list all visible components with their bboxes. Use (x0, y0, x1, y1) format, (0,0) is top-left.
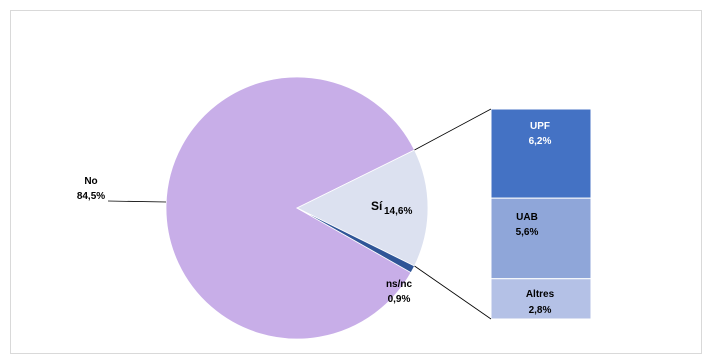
bar-value-altres: 2,8% (529, 305, 552, 316)
slice-value-nsnc: 0,9% (388, 294, 411, 305)
connector-line-top (414, 108, 492, 151)
breakdown-bar (490, 108, 592, 320)
bar-label-upf: UPF (530, 121, 550, 132)
slice-value-no: 84,5% (77, 191, 105, 202)
leader-lines (107, 108, 492, 320)
bar-segment-uab (490, 197, 592, 280)
chart-frame (10, 10, 702, 354)
slice-label-nsnc: ns/nc (386, 279, 413, 290)
pie-slice-nsnc (296, 207, 415, 274)
bar-segment-upf (490, 108, 592, 199)
pie (165, 76, 429, 340)
bar-label-uab: UAB (516, 212, 538, 223)
slice-value-si: 14,6% (384, 206, 412, 217)
slice-label-si: Sí (371, 199, 383, 213)
bar-label-altres: Altres (526, 289, 555, 300)
connector-line-bottom (414, 265, 492, 320)
bar-value-upf: 6,2% (529, 136, 552, 147)
bar-segment-altres (490, 278, 592, 320)
slice-label-no: No (84, 176, 97, 187)
pie-slice-si (296, 149, 429, 267)
pie-slice-no (165, 76, 415, 340)
bar-value-uab: 5,6% (516, 227, 539, 238)
leader-line-no (107, 200, 167, 203)
